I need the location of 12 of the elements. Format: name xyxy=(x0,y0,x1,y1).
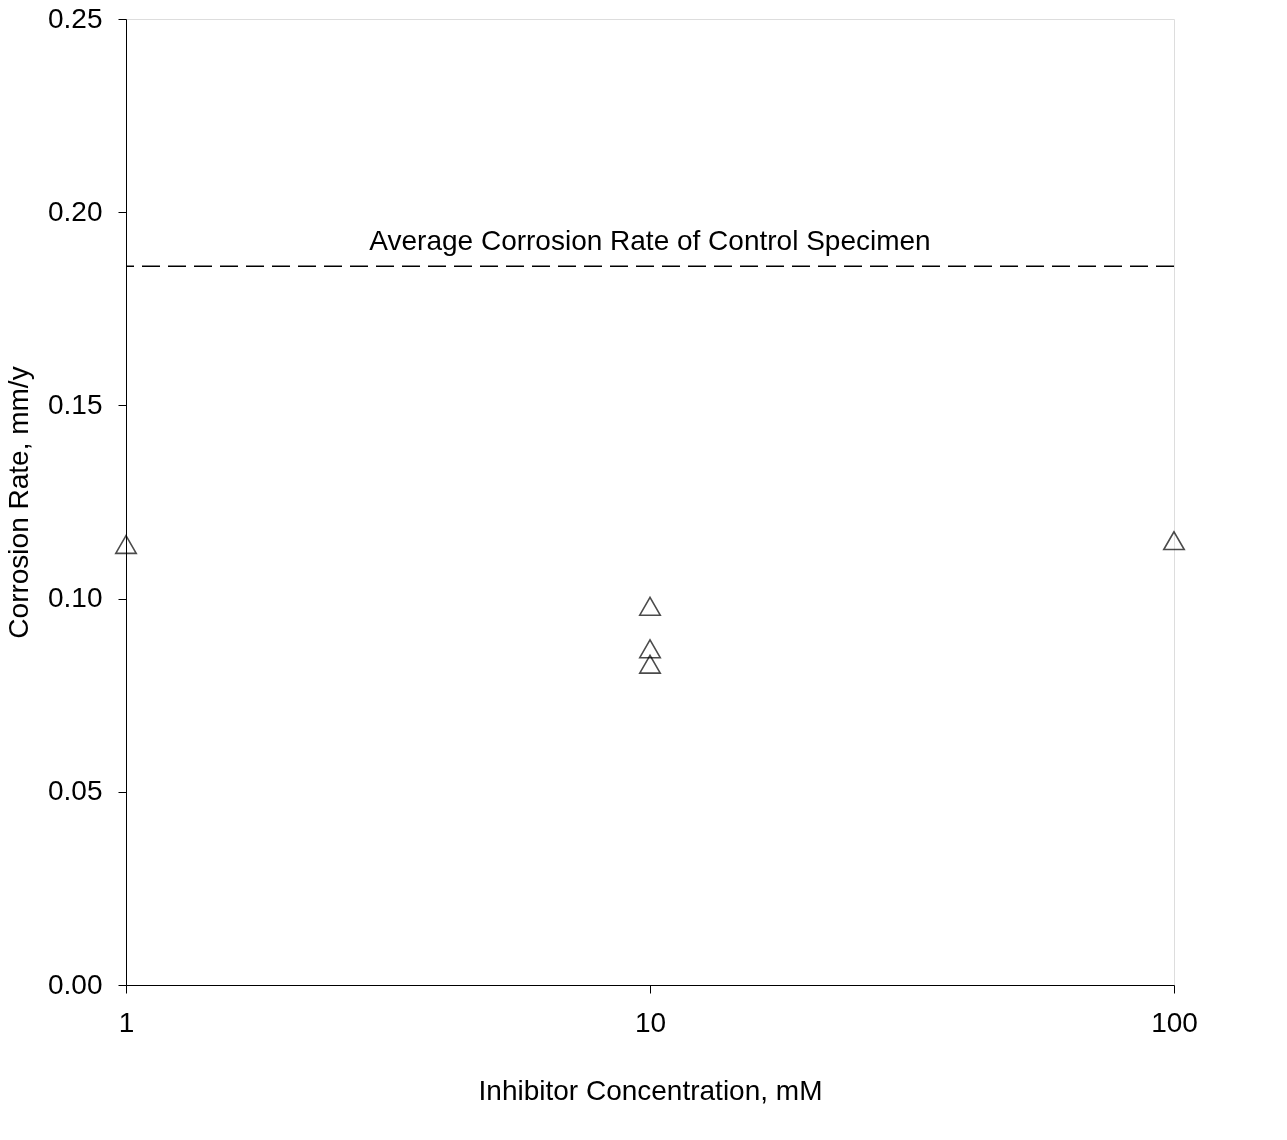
x-tick-label: 100 xyxy=(1151,1006,1198,1038)
x-axis-title: Inhibitor Concentration, mM xyxy=(478,1074,823,1106)
y-tick-label: 0.10 xyxy=(48,582,103,614)
y-tick-label: 0.00 xyxy=(48,968,103,1000)
ref-line-label: Average Corrosion Rate of Control Specimen xyxy=(369,225,931,257)
x-tick-label: 10 xyxy=(634,1006,667,1038)
x-tick-label: 1 xyxy=(118,1006,135,1038)
y-tick-label: 0.20 xyxy=(48,195,103,227)
y-tick-label: 0.05 xyxy=(48,775,103,807)
y-tick-label: 0.25 xyxy=(48,2,103,34)
y-axis-title: Corrosion Rate, mm/y xyxy=(3,366,34,639)
y-tick-label: 0.15 xyxy=(48,388,103,420)
